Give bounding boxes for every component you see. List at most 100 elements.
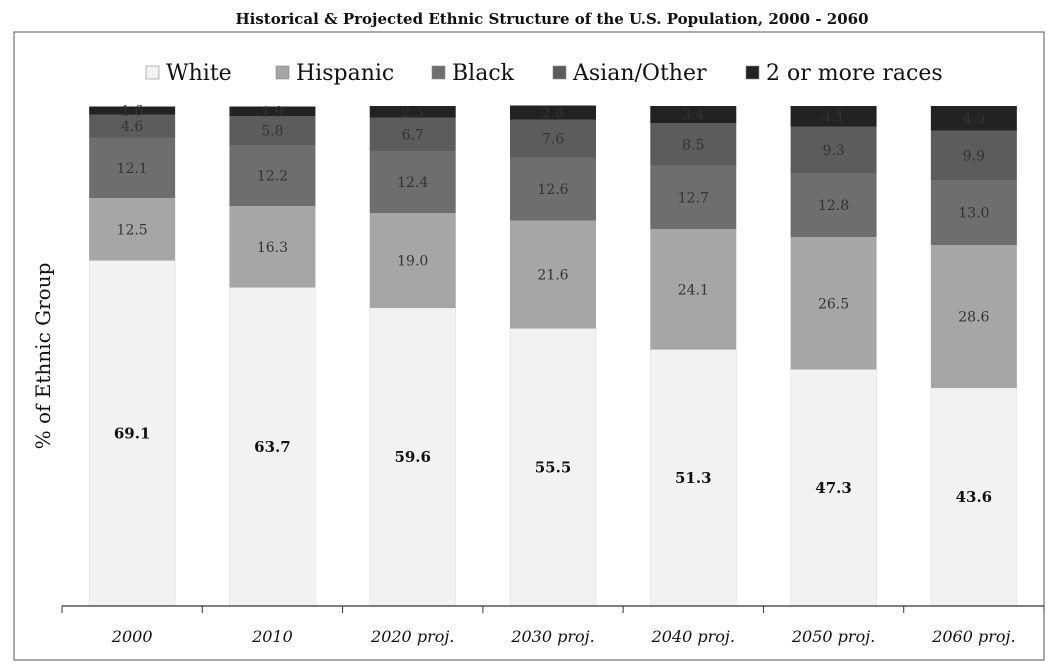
bar-stack: 69.1 12.5 12.1 4.61.6 bbox=[88, 104, 176, 607]
bar-segment bbox=[650, 106, 737, 123]
bar-segment bbox=[510, 220, 596, 329]
data-label: 26.5 bbox=[818, 296, 849, 312]
legend-label: Hispanic bbox=[296, 61, 394, 86]
chart-frame bbox=[13, 31, 1045, 661]
data-label: 4.9 bbox=[963, 111, 985, 127]
bar-segment bbox=[790, 173, 877, 237]
data-label: 28.6 bbox=[958, 310, 989, 326]
bars: 69.1 12.5 12.1 4.61.6 63.7 16.3 12.2 5.8 1.9 59.6… bbox=[88, 104, 1018, 607]
data-label: 5.8 bbox=[261, 124, 283, 140]
chart-title: Historical & Projected Ethnic Structure … bbox=[235, 10, 868, 28]
data-label: 19.0 bbox=[397, 254, 428, 270]
data-label: 6.7 bbox=[402, 127, 424, 143]
data-label: 12.7 bbox=[678, 190, 709, 206]
bar-stack: 55.5 21.6 12.6 7.6 2.8 bbox=[509, 105, 597, 607]
legend-swatch bbox=[275, 65, 290, 80]
data-label: 69.1 bbox=[114, 424, 151, 442]
legend-label: White bbox=[166, 61, 232, 86]
bar-segment bbox=[510, 119, 596, 158]
data-label: 2.8 bbox=[542, 106, 564, 122]
legend-item: Asian/Other bbox=[552, 61, 707, 86]
bar-segment bbox=[790, 237, 877, 370]
bar-segment bbox=[369, 307, 457, 607]
bar-segment bbox=[89, 137, 176, 198]
bar-segment bbox=[89, 198, 176, 261]
bar-segment bbox=[229, 287, 316, 607]
bar-segment bbox=[790, 126, 877, 173]
bar-stack: 47.3 26.5 12.8 9.3 4.1 bbox=[790, 106, 877, 607]
x-tick-label: 2010 bbox=[251, 627, 293, 646]
legend-swatch bbox=[745, 65, 760, 80]
legend-item: Black bbox=[431, 61, 515, 86]
legend-item: 2 or more races bbox=[745, 61, 943, 86]
legend-swatch bbox=[431, 65, 446, 80]
data-label: 21.6 bbox=[537, 268, 568, 284]
x-tick-label: 2020 proj. bbox=[370, 627, 454, 646]
data-label: 63.7 bbox=[254, 438, 291, 456]
data-label: 2.3 bbox=[402, 105, 424, 121]
data-label: 8.5 bbox=[682, 137, 704, 153]
bar-segment bbox=[369, 106, 456, 118]
data-label: 4.6 bbox=[121, 119, 143, 135]
data-label: 16.3 bbox=[257, 240, 288, 256]
bar-segment bbox=[229, 116, 316, 145]
data-label: 55.5 bbox=[535, 458, 572, 476]
data-label: 43.6 bbox=[956, 488, 993, 506]
legend-label: Black bbox=[452, 61, 515, 86]
data-label: 59.6 bbox=[394, 448, 431, 466]
bar-segment bbox=[930, 130, 1017, 180]
bar-stack: 51.3 24.1 12.7 8.5 3.4 bbox=[649, 106, 737, 607]
legend-label: 2 or more races bbox=[766, 61, 943, 86]
data-label: 12.2 bbox=[257, 169, 288, 185]
bar-segment bbox=[89, 106, 176, 115]
bar-segment bbox=[930, 106, 1017, 131]
y-axis-label: % of Ethnic Group bbox=[31, 263, 55, 450]
data-label: 12.4 bbox=[397, 175, 428, 191]
data-label: 4.1 bbox=[822, 109, 844, 125]
bar-segment bbox=[89, 114, 176, 138]
legend-label: Asian/Other bbox=[572, 61, 707, 86]
bar-segment bbox=[650, 229, 737, 350]
legend-swatch bbox=[552, 65, 567, 80]
bar-segment bbox=[650, 165, 737, 229]
data-label: 12.1 bbox=[117, 161, 148, 177]
x-tick-label: 2000 bbox=[111, 627, 153, 646]
legend-swatch bbox=[145, 65, 160, 80]
data-label: 9.9 bbox=[963, 148, 985, 164]
bar-segment bbox=[930, 180, 1017, 245]
legend-item: White bbox=[145, 61, 232, 86]
bar-stack: 63.7 16.3 12.2 5.8 1.9 bbox=[229, 104, 316, 607]
x-tick-label: 2040 proj. bbox=[651, 627, 735, 646]
bar-stack: 43.6 28.6 13.0 9.9 4.9 bbox=[930, 106, 1018, 607]
data-label: 7.6 bbox=[542, 132, 564, 148]
x-tick-label: 2030 proj. bbox=[510, 627, 594, 646]
data-label: 12.6 bbox=[537, 182, 568, 198]
bar-segment bbox=[369, 213, 456, 308]
legend-item: Hispanic bbox=[275, 61, 394, 86]
data-label: 13.0 bbox=[958, 206, 989, 222]
x-tick-label: 2050 proj. bbox=[791, 627, 875, 646]
bar-segment bbox=[229, 106, 316, 116]
bar-segment bbox=[790, 106, 877, 127]
legend: White Hispanic Black Asian/Other 2 or more r… bbox=[145, 61, 943, 86]
bar-segment bbox=[229, 145, 316, 206]
data-label: 47.3 bbox=[815, 479, 852, 497]
data-label: 1.9 bbox=[261, 104, 283, 120]
bar-segment bbox=[930, 245, 1017, 388]
data-label: 9.3 bbox=[822, 143, 844, 159]
bar-stack: 59.6 19.0 12.4 6.7 2.3 bbox=[369, 105, 457, 607]
bar-segment bbox=[369, 117, 456, 151]
x-tick-label: 2060 proj. bbox=[931, 627, 1015, 646]
bar-segment bbox=[790, 369, 877, 607]
bar-segment bbox=[510, 157, 596, 221]
bar-segment bbox=[650, 123, 737, 166]
bar-segment bbox=[369, 151, 456, 213]
data-label: 24.1 bbox=[678, 282, 709, 298]
data-label: 12.8 bbox=[818, 198, 849, 214]
data-label: 12.5 bbox=[117, 222, 148, 238]
data-label: 1.6 bbox=[121, 104, 143, 120]
bar-segment bbox=[510, 105, 596, 120]
data-label: 51.3 bbox=[675, 469, 712, 487]
